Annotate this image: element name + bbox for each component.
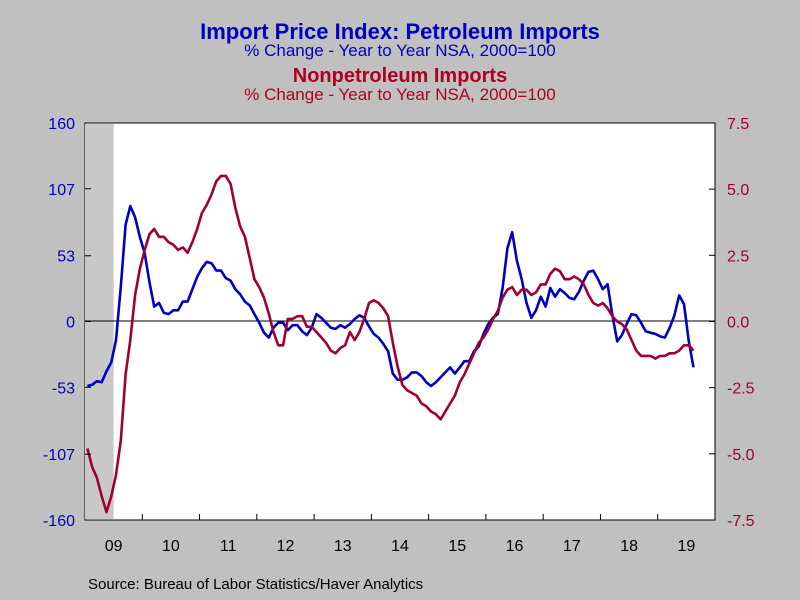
chart-subtitle-nonpetroleum: % Change - Year to Year NSA, 2000=100 [244,85,556,104]
x-axis-tick-label: 13 [334,538,352,555]
series-line-nonpetroleum [86,174,695,514]
left-axis-tick-label: -160 [43,513,75,530]
x-axis-tick-label: 12 [277,538,295,555]
x-axis-tick-label: 17 [563,538,581,555]
x-axis-tick-label: 16 [506,538,524,555]
source-note: Source: Bureau of Labor Statistics/Haver… [88,576,424,593]
right-axis-tick-label: 5.0 [727,182,749,199]
left-axis-tick-label: 160 [48,116,75,133]
x-axis-tick-label: 18 [620,538,638,555]
left-axis-tick-label: 0 [66,315,75,332]
x-axis-tick-label: 11 [220,538,237,555]
chart-title-nonpetroleum: Nonpetroleum Imports [292,65,508,87]
left-axis-tick-label: -53 [52,380,75,397]
x-axis-tick-label: 10 [162,538,180,555]
chart-subtitle-petroleum: % Change - Year to Year NSA, 2000=100 [244,41,556,60]
left-axis-tick-label: -107 [43,447,75,464]
right-axis-tick-label: -5.0 [727,447,755,464]
right-axis-tick-label: 7.5 [727,116,749,133]
right-axis-tick-label: -2.5 [727,381,755,398]
x-axis-tick-label: 09 [105,538,123,555]
chart-title-petroleum: Import Price Index: Petroleum Imports [200,19,600,44]
left-axis-tick-label: 107 [48,182,75,199]
x-axis-tick-label: 15 [448,538,466,555]
right-axis-tick-label: 0.0 [727,315,749,332]
right-axis-tick-label: 2.5 [727,248,749,265]
left-axis-tick-label: 53 [57,249,75,266]
x-axis-tick-label: 19 [677,538,695,555]
series-line-petroleum [87,204,695,388]
right-axis-tick-label: -7.5 [727,513,755,530]
x-axis-tick-label: 14 [391,538,409,555]
